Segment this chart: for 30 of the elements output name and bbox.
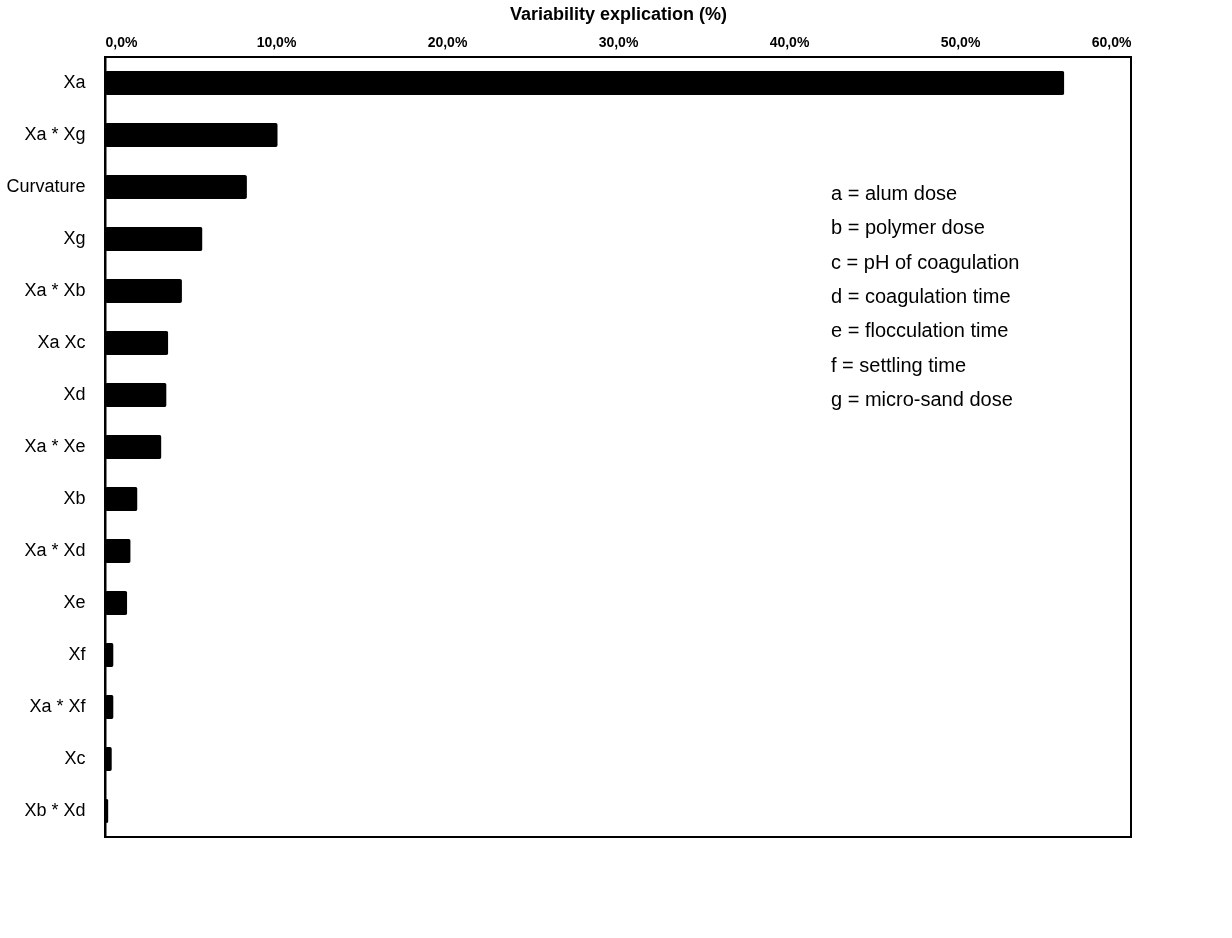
x-tick-label: 40,0%: [769, 33, 810, 50]
x-tick-label: 60,0%: [1091, 33, 1133, 50]
annotation: e = flocculation time: [831, 319, 1009, 342]
x-tick-label: 10,0%: [256, 33, 297, 50]
y-tick-label: Xg: [63, 228, 86, 248]
annotation: g = micro-sand dose: [831, 387, 1013, 410]
y-tick-label: Xa Xc: [37, 332, 86, 352]
y-tick-label: Xa * Xd: [24, 540, 86, 560]
y-tick-label: Xa * Xe: [24, 436, 86, 456]
annotation: b = polymer dose: [831, 216, 985, 239]
y-tick-label: Xa * Xg: [24, 124, 86, 144]
y-tick-label: Xc: [64, 748, 86, 768]
y-tick-label: Xf: [68, 644, 87, 664]
y-tick-label: Xa * Xb: [24, 280, 86, 300]
annotation: a = alum dose: [831, 182, 958, 205]
x-axis-title: Variability explication (%): [509, 3, 728, 24]
x-tick-label: 20,0%: [427, 33, 468, 50]
annotation: d = coagulation time: [831, 285, 1011, 307]
annotation: f = settling time: [831, 353, 967, 376]
y-tick-label: Xb * Xd: [24, 800, 86, 820]
y-tick-label: Xb: [63, 488, 86, 508]
x-tick-label: 50,0%: [940, 33, 981, 50]
y-tick-label: Curvature: [6, 176, 86, 196]
x-tick-label: 30,0%: [598, 33, 639, 50]
y-tick-label: Xe: [63, 592, 86, 612]
y-tick-label: Xd: [63, 384, 86, 404]
annotation: c = pH of coagulation: [831, 250, 1020, 273]
x-tick-label: 0,0%: [105, 33, 138, 50]
y-tick-label: Xa: [63, 72, 87, 92]
y-tick-label: Xa * Xf: [29, 696, 87, 716]
